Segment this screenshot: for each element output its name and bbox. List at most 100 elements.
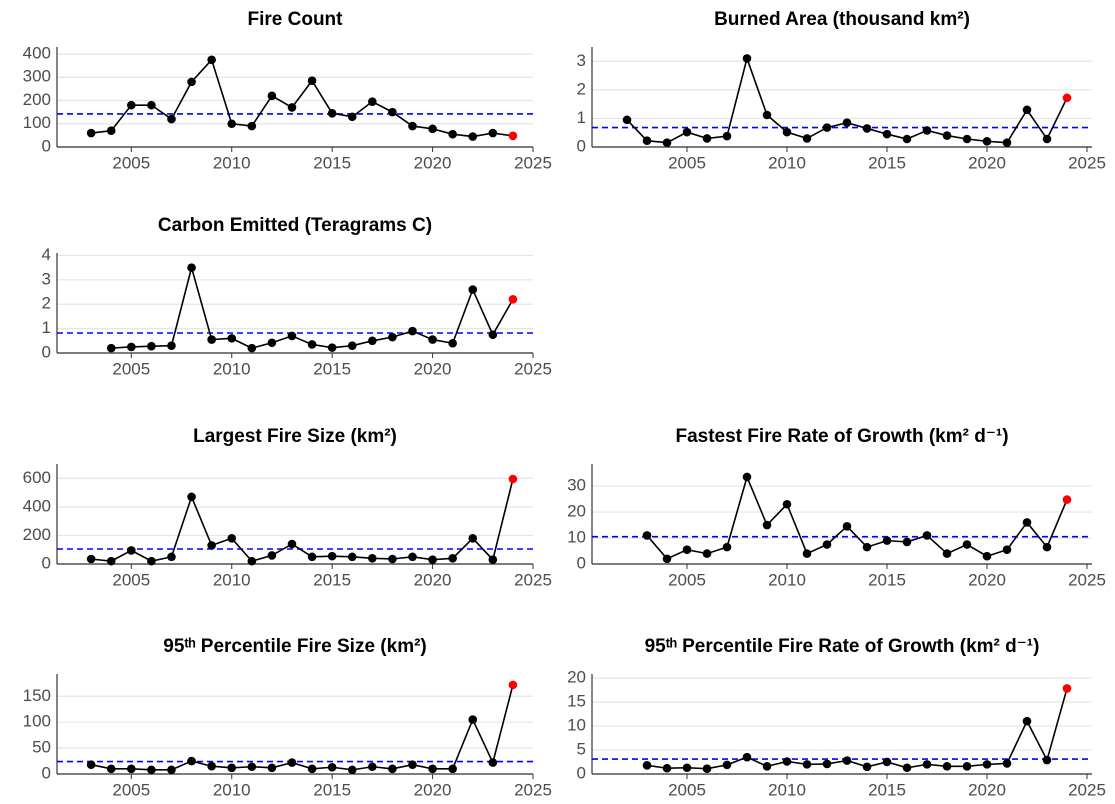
x-tick-label: 2005 <box>668 570 706 589</box>
data-point <box>408 760 417 769</box>
data-point <box>802 760 812 769</box>
data-point <box>702 134 712 143</box>
y-tick-label: 3 <box>577 51 586 70</box>
x-tick-label: 2020 <box>968 153 1006 172</box>
chart-title: 95ᵗʰ Percentile Fire Rate of Growth (km²… <box>645 636 1040 657</box>
chart-title: Carbon Emitted (Teragrams C) <box>158 215 432 236</box>
y-tick-label: 3 <box>42 269 51 288</box>
data-point <box>408 326 417 336</box>
x-tick-label: 2015 <box>868 780 906 799</box>
x-tick-label: 2015 <box>313 153 351 172</box>
y-tick-label: 0 <box>42 342 51 361</box>
data-point <box>822 123 832 132</box>
data-point <box>347 341 357 350</box>
data-point <box>127 100 136 110</box>
y-tick-label: 4 <box>42 245 51 264</box>
data-point <box>187 756 196 766</box>
data-point <box>822 759 832 769</box>
x-tick-label: 2010 <box>768 570 806 589</box>
data-point <box>448 129 457 139</box>
data-point <box>802 549 812 558</box>
data-point <box>622 115 632 125</box>
data-point <box>862 762 872 772</box>
x-tick-label: 2005 <box>112 780 150 799</box>
series-line <box>91 478 514 563</box>
data-point <box>962 134 972 144</box>
y-tick-label: 200 <box>23 90 51 109</box>
data-point <box>167 765 176 775</box>
data-point <box>682 127 692 137</box>
data-point <box>408 121 417 131</box>
data-point <box>127 342 136 352</box>
data-point <box>327 108 337 118</box>
data-point <box>227 533 237 543</box>
series-line <box>626 55 1068 144</box>
data-point <box>207 761 216 771</box>
data-point <box>388 332 397 342</box>
data-point <box>428 555 437 565</box>
data-point <box>962 540 972 549</box>
data-point <box>862 124 872 133</box>
data-point <box>962 762 972 771</box>
chart-title: Fire Count <box>248 9 344 30</box>
x-tick-label: 2010 <box>213 780 251 799</box>
data-point <box>1042 755 1052 765</box>
x-tick-label: 2005 <box>668 153 706 172</box>
y-tick-label: 150 <box>23 686 51 705</box>
data-point <box>642 531 652 540</box>
data-point <box>227 334 237 343</box>
data-point <box>468 715 478 724</box>
data-point <box>882 757 892 767</box>
data-point <box>488 758 498 767</box>
data-point <box>468 132 478 141</box>
data-point <box>942 131 952 140</box>
x-tick-label: 2005 <box>112 359 150 378</box>
x-tick-label: 2025 <box>1068 570 1106 589</box>
x-tick-label: 2025 <box>514 780 552 799</box>
x-tick-label: 2020 <box>414 153 452 172</box>
data-point <box>842 118 852 128</box>
data-point <box>448 764 457 774</box>
data-point <box>1042 134 1052 144</box>
data-point <box>1022 105 1032 115</box>
data-point <box>662 554 672 564</box>
data-point <box>207 335 216 344</box>
x-tick-label: 2005 <box>668 780 706 799</box>
y-tick-label: 2 <box>42 294 51 313</box>
data-point <box>942 762 952 771</box>
y-tick-label: 1 <box>577 108 586 127</box>
data-point <box>722 760 732 770</box>
y-tick-label: 100 <box>23 712 51 731</box>
y-tick-label: 400 <box>23 496 51 515</box>
data-point <box>448 553 457 563</box>
x-tick-label: 2025 <box>1068 780 1106 799</box>
x-tick-label: 2020 <box>968 780 1006 799</box>
data-point <box>287 758 297 767</box>
data-point <box>982 760 992 769</box>
data-point <box>488 555 498 565</box>
data-point <box>842 522 852 531</box>
x-tick-label: 2010 <box>768 780 806 799</box>
data-point <box>682 545 692 555</box>
y-tick-label: 2 <box>577 79 586 98</box>
y-tick-label: 5 <box>577 739 586 758</box>
data-point <box>247 343 257 353</box>
data-point <box>106 126 116 136</box>
series-line <box>646 474 1068 560</box>
data-point <box>942 549 952 558</box>
x-tick-label: 2025 <box>514 359 552 378</box>
data-point <box>368 762 377 772</box>
data-point <box>368 336 377 346</box>
y-tick-label: 0 <box>42 553 51 572</box>
data-point <box>347 112 357 122</box>
data-point <box>388 554 397 564</box>
data-point <box>347 765 357 775</box>
y-tick-label: 50 <box>32 738 51 757</box>
y-tick-label: 20 <box>567 667 586 686</box>
data-point <box>902 763 912 773</box>
y-tick-label: 30 <box>567 476 586 495</box>
data-point <box>106 556 116 566</box>
data-point <box>287 103 297 112</box>
data-point <box>762 520 772 530</box>
data-point <box>1062 93 1072 103</box>
